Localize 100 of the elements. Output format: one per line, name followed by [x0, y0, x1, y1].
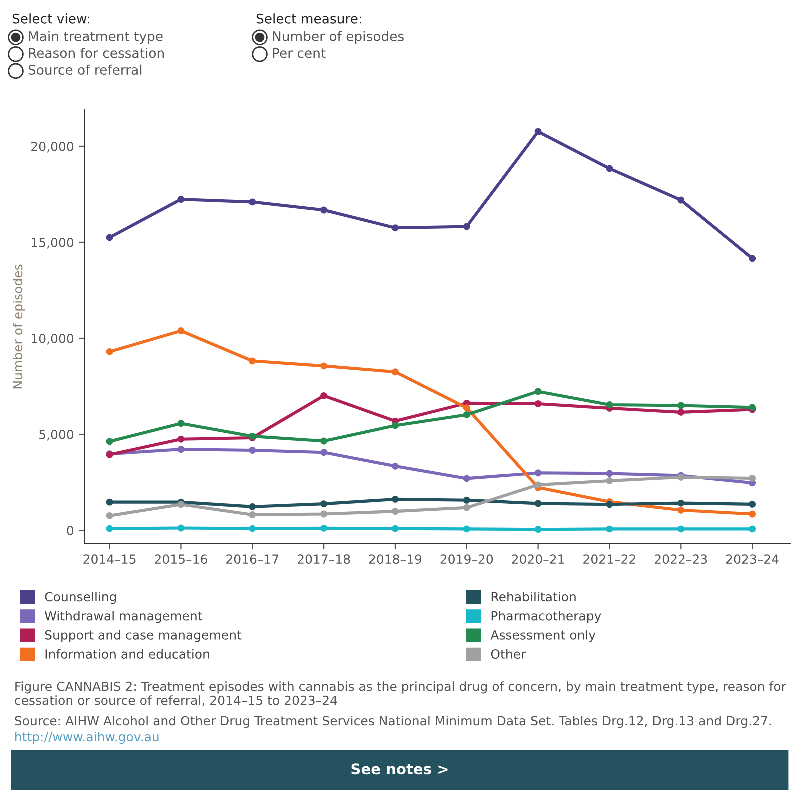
point [320, 438, 328, 445]
point [463, 526, 470, 533]
point [678, 402, 685, 410]
text: Per cent [273, 48, 326, 58]
point [249, 198, 256, 206]
point [463, 475, 470, 482]
point [678, 506, 685, 514]
point [106, 512, 114, 520]
point [320, 449, 328, 456]
point [320, 524, 328, 532]
point [534, 500, 542, 508]
point [749, 255, 756, 262]
point [463, 223, 470, 230]
legend-label: Support and case management [45, 630, 242, 642]
point [678, 526, 685, 533]
point [178, 524, 185, 532]
text: See notes > [352, 764, 448, 775]
point [178, 420, 185, 428]
point [606, 470, 614, 478]
point [534, 388, 542, 396]
point [606, 526, 614, 533]
point [320, 392, 328, 400]
point [106, 234, 114, 242]
point [606, 501, 614, 508]
point [606, 401, 614, 408]
source-note: Source of referral [28, 64, 142, 76]
text: Reason for cessation [29, 48, 164, 58]
text: Main treatment type [29, 31, 163, 44]
source-note: Source: AIHW Alcohol and Other Drug Treatment Services National Minimum Data Set. Tables Drg.12, Drg.13 and Drg.27. [15, 716, 772, 728]
point [320, 500, 328, 508]
legend-label: Rehabilitation [492, 592, 576, 602]
point [534, 526, 542, 534]
point [320, 362, 328, 370]
point [106, 438, 114, 446]
y-tick-label: 20,000 [32, 142, 74, 153]
legend-label: Withdrawal management [45, 611, 202, 624]
point [178, 328, 185, 335]
legend-label: Pharmacotherapy [492, 611, 602, 624]
point [678, 196, 685, 204]
text: Select measure: [256, 14, 362, 24]
point [392, 525, 399, 532]
point [606, 478, 614, 484]
y-tick-label: 15,000 [32, 238, 74, 249]
y-tick-label: 0 [67, 526, 74, 536]
point [392, 422, 399, 430]
y-tick-label: 5,000 [40, 430, 74, 441]
x-tick-label: 2017–18 [298, 554, 350, 564]
point [249, 512, 256, 518]
point [678, 408, 685, 416]
point [320, 510, 328, 518]
text: Select view: [12, 14, 90, 24]
text: Figure CANNABIS 2: Treatment episodes with cannabis as the principal drug of concern, by main treatment type, reason for cessation or source of referral, 2014–15 to 2023–24 [15, 682, 786, 707]
point [178, 196, 185, 203]
point [392, 368, 399, 376]
x-tick-label: 2018–19 [369, 554, 422, 564]
point [678, 500, 685, 507]
point [249, 447, 256, 454]
point [749, 500, 756, 508]
point [106, 348, 114, 356]
point [534, 128, 542, 136]
point [106, 498, 114, 506]
point [749, 475, 756, 482]
point [534, 400, 542, 408]
point [320, 206, 328, 214]
point [249, 503, 256, 510]
point [463, 504, 470, 512]
point [392, 508, 399, 516]
legend-label: Other [491, 649, 526, 659]
point [249, 358, 256, 365]
legend-label: Information and education [46, 649, 210, 659]
legend-label: Counselling [45, 592, 116, 604]
x-tick-label: 2023–24 [726, 554, 779, 564]
point [106, 525, 114, 532]
point [463, 411, 470, 418]
legend-label: Assessment only [490, 630, 596, 642]
x-tick-label: 2019–20 [440, 554, 494, 564]
x-tick-label: 2020–21 [512, 554, 564, 564]
point [534, 482, 542, 489]
x-tick-label: 2016–17 [226, 554, 279, 564]
point [392, 496, 399, 503]
point [606, 165, 614, 172]
x-tick-label: 2015–16 [155, 554, 208, 564]
x-tick-label: 2021–22 [584, 554, 636, 564]
text: http://www.aihw.gov.au [16, 732, 159, 744]
y-tick-label: 10,000 [32, 334, 74, 345]
point [463, 496, 470, 504]
text: Number of episodes [273, 31, 404, 44]
point [178, 501, 185, 508]
point [249, 525, 256, 532]
point [392, 462, 399, 470]
point [534, 470, 542, 477]
point [749, 526, 756, 533]
point [178, 446, 185, 453]
point [178, 436, 185, 443]
y-axis-title: Number of episodes [12, 264, 26, 389]
x-tick-label: 2014–15 [84, 554, 136, 564]
x-tick-label: 2022–23 [655, 554, 708, 564]
point [749, 510, 756, 518]
point [392, 224, 399, 232]
point [463, 404, 470, 412]
